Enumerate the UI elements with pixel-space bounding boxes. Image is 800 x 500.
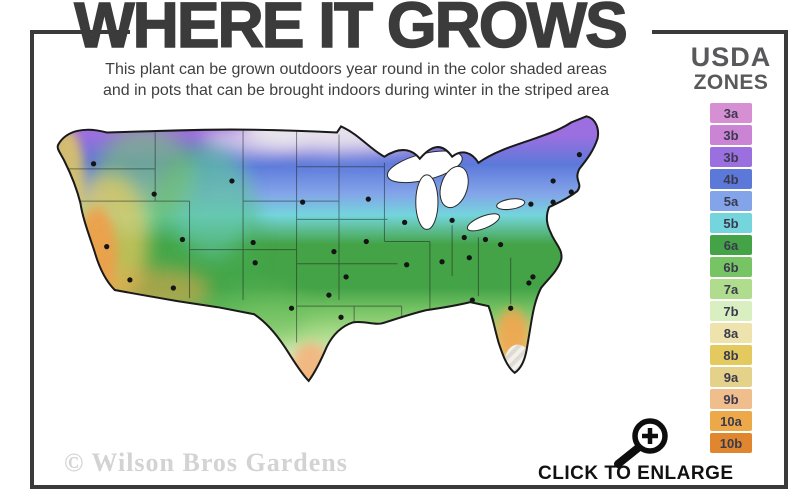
legend-swatch-4b-3: 4b xyxy=(710,169,752,190)
city-dot xyxy=(576,152,583,158)
city-dot xyxy=(170,285,176,291)
legend-swatch-3b-1: 3b xyxy=(710,125,752,146)
city-dot xyxy=(346,396,351,401)
city-dot xyxy=(538,295,544,301)
city-dot xyxy=(471,380,477,381)
city-dot xyxy=(300,199,306,205)
city-dot xyxy=(343,274,349,280)
city-dot xyxy=(313,401,318,406)
legend-swatch-10b-15: 10b xyxy=(710,433,752,454)
legend-title-zones: ZONES xyxy=(693,71,769,94)
frame-right-line xyxy=(784,30,788,489)
legend-swatch-5b-5: 5b xyxy=(710,213,752,234)
city-dot xyxy=(466,255,472,261)
usda-zone-map[interactable] xyxy=(36,104,642,472)
city-dot xyxy=(447,358,453,364)
city-dot xyxy=(396,388,401,393)
city-dot xyxy=(229,178,235,184)
city-dot xyxy=(527,431,532,436)
great-lakes xyxy=(386,150,526,232)
city-dot xyxy=(550,199,556,205)
legend-swatch-6a-6: 6a xyxy=(710,235,752,256)
city-dot xyxy=(582,169,589,175)
legend-swatch-8b-11: 8b xyxy=(710,345,752,366)
city-dot xyxy=(482,236,489,243)
city-dot xyxy=(326,292,332,298)
city-dot xyxy=(326,356,332,362)
city-dot xyxy=(526,280,532,286)
city-dot xyxy=(365,196,371,202)
subtitle-line-2: and in pots that can be brought indoors … xyxy=(102,82,610,100)
city-dot xyxy=(250,239,256,246)
legend-swatch-7b-9: 7b xyxy=(710,301,752,322)
click-to-enlarge-button[interactable]: CLICK TO ENLARGE xyxy=(538,463,734,484)
legend-swatch-3b-2: 3b xyxy=(710,147,752,168)
south-texas-peach xyxy=(290,342,331,381)
subtitle: This plant can be grown outdoors year ro… xyxy=(40,59,672,101)
nm-green-blob xyxy=(217,282,309,344)
city-dot xyxy=(402,219,408,225)
city-dot xyxy=(338,314,344,320)
city-dot xyxy=(500,409,505,414)
city-dot xyxy=(550,178,556,184)
coast-yellow-band xyxy=(57,128,85,226)
legend-swatch-5a-4: 5a xyxy=(710,191,752,212)
legend-swatch-3a-0: 3a xyxy=(710,103,752,124)
usda-zones-legend: USDA ZONES 3a 3b 3b 4b 5a 5b 6a 6b 7a 7b 8a 8b 9a 9b 1… xyxy=(676,42,786,454)
city-dot xyxy=(449,217,455,223)
zone-shading xyxy=(57,116,599,436)
north-white-patch-2 xyxy=(202,126,304,155)
legend-swatch-10a-14: 10a xyxy=(710,411,752,432)
legend-swatch-9a-12: 9a xyxy=(710,367,752,388)
city-dot xyxy=(179,236,186,243)
city-dot xyxy=(407,391,412,396)
legend-swatch-8a-10: 8a xyxy=(710,323,752,344)
city-dot xyxy=(461,234,467,241)
city-dot xyxy=(127,277,133,283)
city-dot xyxy=(380,329,387,336)
city-dot xyxy=(503,390,508,395)
legend-swatch-9b-13: 9b xyxy=(710,389,752,410)
city-dot xyxy=(334,356,340,362)
city-dot xyxy=(441,345,447,352)
city-dot xyxy=(497,241,504,248)
frame-left-line xyxy=(30,30,34,489)
city-dot xyxy=(439,259,445,265)
subtitle-line-1: This plant can be grown outdoors year ro… xyxy=(105,61,607,78)
city-dot xyxy=(85,243,92,250)
city-dot xyxy=(104,243,110,250)
city-dot xyxy=(151,191,157,197)
frame-top-left-stub xyxy=(30,30,130,34)
watermark: © Wilson Bros Gardens xyxy=(64,448,348,477)
frame-bottom-line xyxy=(30,485,788,489)
city-dot xyxy=(530,274,536,280)
magnifier-plus-icon[interactable] xyxy=(606,412,670,468)
city-dot xyxy=(528,201,534,207)
zone-map-svg xyxy=(56,115,600,436)
city-dot xyxy=(331,249,337,255)
frame-top-right-stub xyxy=(652,30,788,34)
city-dot xyxy=(404,361,410,367)
city-dot xyxy=(320,390,325,395)
legend-swatch-list: 3a 3b 3b 4b 5a 5b 6a 6b 7a 7b 8a 8b 9a 9b 10a 10b xyxy=(676,103,786,454)
city-dot xyxy=(404,262,410,268)
city-dot xyxy=(363,238,369,245)
legend-swatch-7a-8: 7a xyxy=(710,279,752,300)
page-title: WHERE IT GROWS xyxy=(73,0,628,62)
legend-swatch-6b-7: 6b xyxy=(710,257,752,278)
city-dot xyxy=(288,305,295,311)
city-dot xyxy=(252,260,258,266)
city-dot xyxy=(508,305,514,311)
city-dot xyxy=(90,161,97,167)
legend-title-usda: USDA xyxy=(690,42,772,72)
